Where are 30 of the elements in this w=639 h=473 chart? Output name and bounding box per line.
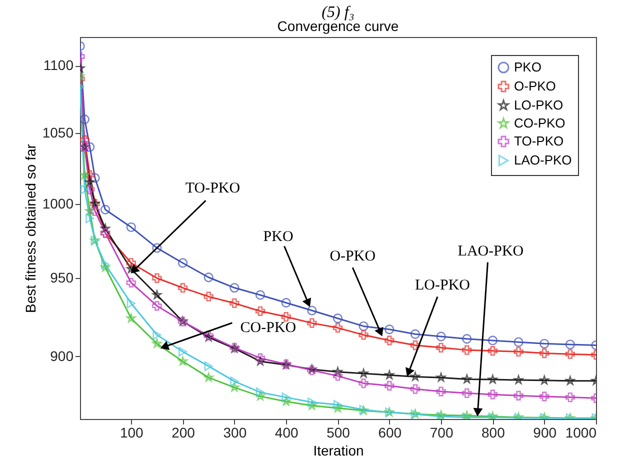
- annotation: LAO-PKO: [458, 243, 524, 260]
- y-tick-label: 900: [50, 348, 74, 364]
- x-tick-label: 800: [482, 424, 506, 440]
- x-tick-label: 200: [172, 424, 196, 440]
- x-tick-label: 1000: [565, 424, 597, 440]
- legend-label: TO-PKO: [514, 134, 564, 148]
- legend-label: LO-PKO: [514, 98, 564, 112]
- annotation: PKO: [263, 229, 294, 246]
- y-tick-label: 1000: [42, 195, 74, 212]
- y-tick-label: 950: [50, 270, 74, 286]
- x-tick-label: 500: [326, 424, 350, 440]
- annotation: TO-PKO: [185, 180, 240, 197]
- x-tick-label: 600: [378, 424, 402, 440]
- y-tick-label: 1050: [42, 124, 74, 141]
- x-axis-title: Iteration: [313, 442, 364, 458]
- x-tick-label: 300: [223, 424, 247, 440]
- legend-label: LAO-PKO: [514, 152, 572, 168]
- y-axis-title: Best fitness obtained so far: [22, 144, 38, 313]
- annotation: O-PKO: [330, 248, 376, 265]
- y-tick-label: 1100: [43, 57, 74, 74]
- chart-title: (5) f₃: [322, 4, 354, 21]
- annotation: CO-PKO: [240, 320, 296, 336]
- x-tick-label: 100: [120, 424, 144, 440]
- legend-label: O-PKO: [514, 78, 556, 94]
- legend-label: PKO: [514, 60, 542, 74]
- x-tick-label: 400: [274, 424, 298, 440]
- x-tick-label: 700: [430, 424, 454, 440]
- x-tick-label: 900: [533, 424, 557, 440]
- annotation: LO-PKO: [415, 278, 470, 294]
- legend-label: CO-PKO: [514, 116, 566, 130]
